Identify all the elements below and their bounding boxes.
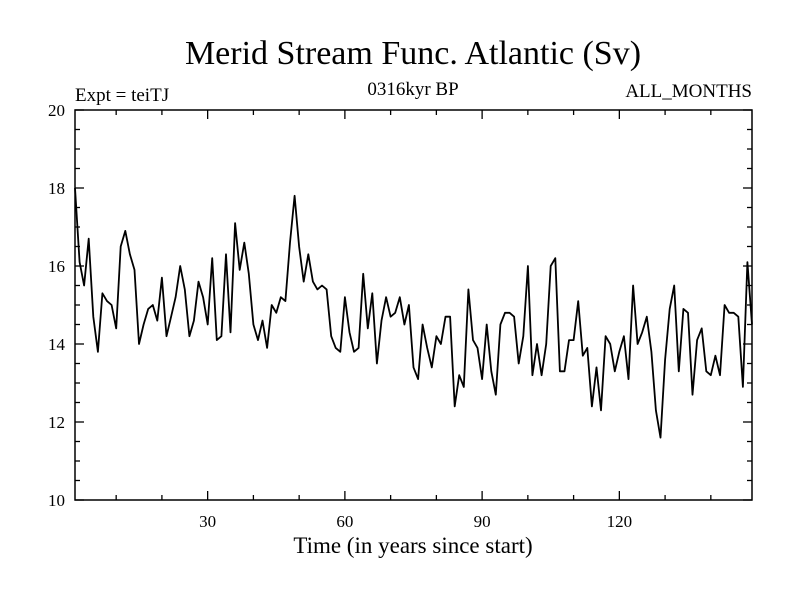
subtitle-left: Expt = teiTJ xyxy=(75,85,169,106)
chart-title: Merid Stream Func. Atlantic (Sv) xyxy=(185,35,641,72)
y-tick-label: 10 xyxy=(48,491,65,510)
x-tick-label: 120 xyxy=(607,512,633,531)
axis-ticks xyxy=(75,109,752,501)
x-axis-tick-labels: 30 60 90 120 xyxy=(199,512,632,531)
y-tick-label: 20 xyxy=(48,101,65,120)
subtitle-center: 0316kyr BP xyxy=(367,79,458,100)
series-line xyxy=(74,187,753,439)
y-tick-label: 14 xyxy=(48,335,66,354)
y-axis-tick-labels: 10 12 14 16 18 20 xyxy=(48,101,66,510)
x-tick-label: 60 xyxy=(336,512,353,531)
y-tick-label: 12 xyxy=(48,413,65,432)
x-tick-label: 30 xyxy=(199,512,216,531)
x-axis-label: Time (in years since start) xyxy=(293,533,532,558)
y-tick-label: 18 xyxy=(48,179,65,198)
subtitle-right: ALL_MONTHS xyxy=(625,81,752,102)
plot-frame xyxy=(74,109,753,501)
y-tick-label: 16 xyxy=(48,257,65,276)
x-tick-label: 90 xyxy=(474,512,491,531)
